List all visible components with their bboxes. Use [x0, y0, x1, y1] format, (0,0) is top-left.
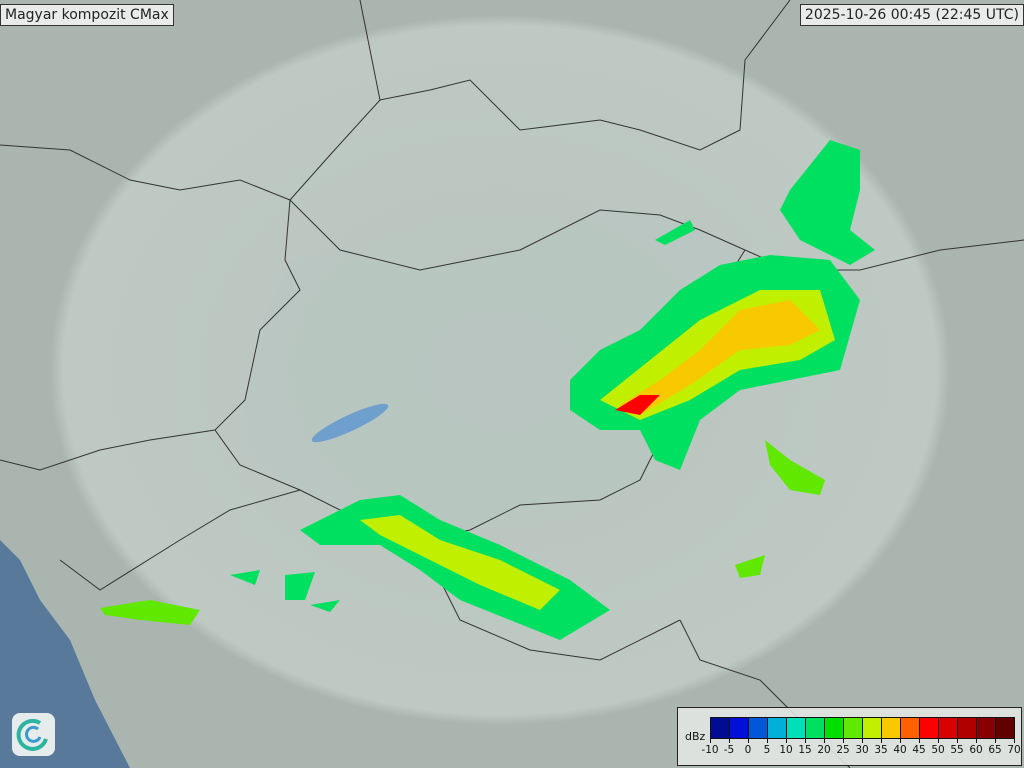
legend-color-cell	[863, 718, 882, 738]
legend-ticks: -10 -5 0 5 10 15 20 25 30 35 40 45 50 55 60 65 70	[701, 738, 1020, 764]
map-title: Magyar kompozit CMax	[0, 4, 174, 26]
legend-color-bar	[710, 717, 1015, 739]
legend-color-cell	[920, 718, 939, 738]
legend-color-cell	[939, 718, 958, 738]
legend-color-cell	[901, 718, 920, 738]
legend-color-cell	[806, 718, 825, 738]
legend-color-cell	[749, 718, 768, 738]
legend-color-cell	[844, 718, 863, 738]
legend-tick-label: 0	[733, 738, 763, 756]
legend-color-cell	[958, 718, 977, 738]
legend-color-cell	[996, 718, 1014, 738]
legend-color-cell	[787, 718, 806, 738]
legend-color-cell	[711, 718, 730, 738]
legend-color-cell	[977, 718, 996, 738]
radar-echoes	[100, 140, 875, 640]
legend-tick-label: 5	[752, 738, 782, 756]
legend-color-cell	[882, 718, 901, 738]
legend-tick-label: 70	[999, 738, 1024, 756]
legend-color-cell	[825, 718, 844, 738]
legend-color-cell	[768, 718, 787, 738]
legend-tick-label: -5	[714, 738, 744, 756]
legend-color-cell	[730, 718, 749, 738]
timestamp-label: 2025-10-26 00:45 (22:45 UTC)	[799, 4, 1024, 26]
lake-balaton	[311, 403, 389, 443]
dbz-color-legend: dBz -10 -5 0 5 10 15 20 25 30 35 40 45 50 55 60 65 70	[677, 707, 1022, 766]
hungary-region	[245, 210, 745, 540]
swirl-logo-icon	[12, 713, 55, 756]
adriatic-sea	[0, 540, 130, 768]
